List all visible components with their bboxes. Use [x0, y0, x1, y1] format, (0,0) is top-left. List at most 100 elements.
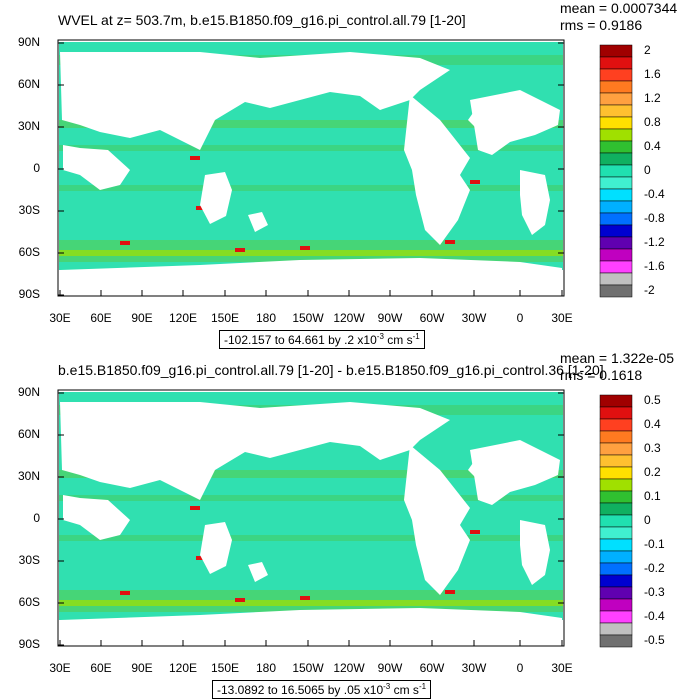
colorbar — [599, 44, 633, 298]
colorbar-swatch — [599, 248, 633, 262]
colorbar — [599, 394, 633, 648]
y-tick-label: 0 — [33, 511, 40, 525]
land-mask — [60, 52, 562, 296]
mean-stat: mean = 1.322e-05 — [560, 350, 675, 366]
colorbar-label: -0.1 — [644, 537, 665, 551]
colorbar-swatch — [599, 152, 633, 166]
mean-stat: mean = 0.0007344 — [560, 0, 678, 16]
colorbar-swatch — [599, 80, 633, 94]
colorbar-swatch — [599, 538, 633, 552]
colorbar-label: 1.2 — [644, 91, 661, 105]
ocean-hotspot — [300, 596, 310, 600]
y-tick-label: 90S — [18, 287, 40, 301]
colorbar-swatch — [599, 610, 633, 624]
range-text: -13.0892 to 16.5065 by .05 x10 — [217, 683, 384, 697]
x-tick-label: 150W — [292, 311, 324, 325]
colorbar-label: -1.6 — [644, 259, 665, 273]
map-plot-area — [57, 389, 565, 647]
colorbar-label: 0.2 — [644, 465, 661, 479]
x-tick-label: 30E — [49, 661, 71, 675]
colorbar-swatch — [599, 490, 633, 504]
colorbar-swatch — [599, 418, 633, 432]
ocean-band — [59, 185, 563, 191]
y-tick-label: 30S — [18, 553, 40, 567]
y-tick-label: 90N — [17, 35, 40, 49]
x-tick-label: 90W — [377, 311, 403, 325]
colorbar-swatch — [599, 116, 633, 130]
y-tick-label: 30S — [18, 203, 40, 217]
x-tick-label: 0 — [516, 661, 524, 675]
colorbar-swatch — [599, 526, 633, 540]
colorbar-swatch — [599, 128, 633, 142]
colorbar-swatch — [599, 514, 633, 528]
y-tick-label: 60N — [17, 77, 40, 91]
x-tick-label: 60W — [419, 311, 445, 325]
colorbar-swatch — [599, 92, 633, 106]
x-tick-label: 150E — [210, 661, 240, 675]
colorbar-swatch — [599, 478, 633, 492]
y-tick-label: 0 — [33, 161, 40, 175]
colorbar-label: 0.4 — [644, 417, 661, 431]
top-map-panel: WVEL at z= 503.7m, b.e15.B1850.f09_g16.p… — [17, 0, 678, 349]
colorbar-label: -0.3 — [644, 585, 665, 599]
x-tick-label: 30E — [551, 311, 573, 325]
y-tick-label: 60N — [17, 427, 40, 441]
x-tick-label: 180 — [255, 311, 277, 325]
colorbar-swatch — [599, 176, 633, 190]
colorbar-label: 1.6 — [644, 67, 661, 81]
ocean-hotspot — [120, 241, 130, 245]
colorbar-swatch — [599, 454, 633, 468]
x-tick-label: 150E — [210, 311, 240, 325]
colorbar-label: 0 — [644, 513, 651, 527]
range-units: cm s — [383, 333, 413, 347]
colorbar-swatch — [599, 502, 633, 516]
range-exponent: -3 — [383, 682, 391, 691]
ocean-band — [59, 535, 563, 541]
colorbar-label: -0.5 — [644, 633, 665, 647]
y-tick-label: 30N — [17, 119, 40, 133]
colorbar-swatch — [599, 104, 633, 118]
range-exponent: -3 — [376, 332, 384, 341]
contour-range-box: -13.0892 to 16.5065 by .05 x10-3 cm s-1 — [212, 680, 432, 699]
colorbar-swatch — [599, 200, 633, 214]
colorbar-label: 0.3 — [644, 441, 661, 455]
ocean-band — [59, 600, 563, 606]
x-tick-label: 120W — [333, 661, 365, 675]
colorbar-swatch — [599, 430, 633, 444]
colorbar-label: -0.4 — [644, 609, 665, 623]
colorbar-swatch — [599, 598, 633, 612]
rms-stat: rms = 0.1618 — [560, 367, 643, 383]
x-tick-label: 150W — [292, 661, 324, 675]
colorbar-swatch — [599, 212, 633, 226]
y-tick-label: 60S — [18, 245, 40, 259]
colorbar-label: 0.5 — [644, 393, 661, 407]
colorbar-swatch — [599, 574, 633, 588]
x-tick-label: 30E — [551, 661, 573, 675]
x-tick-label: 90W — [377, 661, 403, 675]
map-title: b.e15.B1850.f09_g16.pi_control.all.79 [1… — [58, 362, 604, 378]
contour-range-box: -102.157 to 64.661 by .2 x10-3 cm s-1 — [219, 330, 425, 349]
x-tick-label: 120W — [333, 311, 365, 325]
range-units-exponent: -1 — [412, 332, 420, 341]
colorbar-swatch — [599, 236, 633, 250]
ocean-hotspot — [235, 598, 245, 602]
x-tick-label: 60E — [90, 311, 112, 325]
colorbar-swatch — [599, 56, 633, 70]
colorbar-swatch — [599, 466, 633, 480]
colorbar-swatch — [599, 442, 633, 456]
colorbar-swatch — [599, 188, 633, 202]
colorbar-swatch — [599, 68, 633, 82]
colorbar-swatch — [599, 164, 633, 178]
x-tick-label: 0 — [516, 311, 524, 325]
colorbar-swatch — [599, 272, 633, 286]
range-text: -102.157 to 64.661 by .2 x10 — [224, 333, 377, 347]
x-tick-label: 30W — [461, 661, 487, 675]
y-tick-label: 30N — [17, 469, 40, 483]
ocean-hotspot — [196, 556, 206, 560]
ocean-hotspot — [470, 180, 480, 184]
ocean-band — [59, 495, 563, 501]
map-plot-area — [57, 39, 565, 297]
ocean-hotspot — [445, 590, 455, 594]
x-axis-ticks — [59, 640, 563, 646]
y-tick-label: 90N — [17, 385, 40, 399]
